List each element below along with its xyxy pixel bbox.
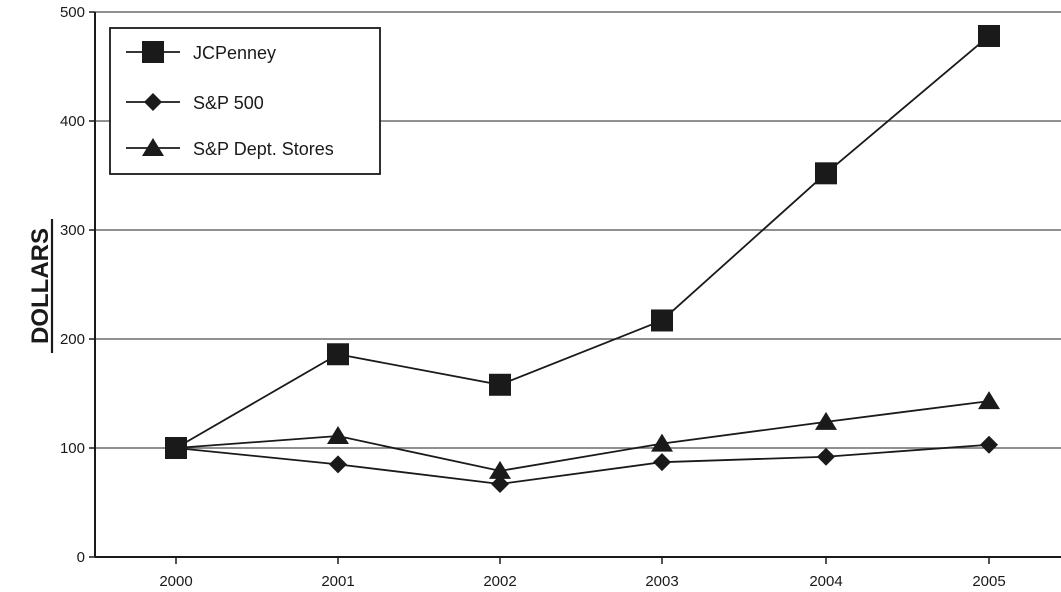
series-line-2 (175, 400, 990, 472)
x-tick-label-2001: 2001 (321, 573, 354, 590)
y-tick-label-400: 400 (60, 113, 85, 130)
y-axis-label: DOLLARS (27, 228, 54, 344)
y-tick-label-0: 0 (77, 549, 85, 566)
legend-item-0: JCPenney (126, 41, 276, 63)
series-2-point-2000 (165, 438, 187, 456)
legend-item-2: S&P Dept. Stores (126, 138, 334, 159)
series-0-point-2002 (489, 373, 511, 396)
series-1 (167, 435, 998, 493)
series-line-0 (175, 35, 990, 449)
x-tick-label-2003: 2003 (645, 573, 678, 590)
y-axis-title: DOLLARS (27, 219, 54, 353)
legend-marker-0 (142, 41, 164, 63)
legend-marker-1 (144, 93, 162, 111)
series-0-point-2003 (651, 309, 673, 332)
series-2-point-2005 (978, 391, 1000, 410)
legend-label-1: S&P 500 (193, 93, 264, 113)
y-tick-label-200: 200 (60, 331, 85, 348)
legend-marker-2 (142, 138, 164, 156)
legend-label-0: JCPenney (193, 43, 276, 63)
axes (94, 12, 1061, 558)
series-2-point-2002 (489, 460, 511, 479)
x-tick-label-2002: 2002 (483, 573, 516, 590)
legend-item-1: S&P 500 (126, 93, 264, 113)
series-0-point-2005 (978, 24, 1000, 47)
series-2 (165, 391, 1000, 479)
series-1-point-2001 (329, 455, 347, 474)
legend-label-2: S&P Dept. Stores (193, 139, 334, 159)
series-1-point-2003 (653, 453, 671, 472)
x-tick-label-2005: 2005 (972, 573, 1005, 590)
x-tick-label-2000: 2000 (159, 573, 192, 590)
series-2-point-2001 (327, 426, 349, 445)
y-tick-label-100: 100 (60, 440, 85, 457)
series-2-point-2003 (651, 433, 673, 452)
series-line-1 (175, 443, 990, 485)
series-1-point-2004 (817, 447, 835, 466)
series-0-point-2004 (815, 162, 837, 185)
y-tick-label-500: 500 (60, 4, 85, 21)
x-tick-labels: 2000 2001 2002 2003 2004 2005 (159, 557, 1006, 590)
series-1-point-2002 (491, 474, 509, 493)
data-series (165, 24, 1000, 493)
series-1-point-2005 (980, 435, 998, 454)
legend-items: JCPenney S&P 500 S&P Dept. Stores (126, 41, 334, 159)
x-tick-label-2004: 2004 (809, 573, 842, 590)
y-tick-labels: 0 100 200 300 400 500 (60, 4, 95, 566)
legend: JCPenney S&P 500 S&P Dept. Stores (109, 27, 381, 175)
series-0-point-2001 (327, 343, 349, 366)
y-tick-label-300: 300 (60, 222, 85, 239)
series-2-point-2004 (815, 411, 837, 430)
